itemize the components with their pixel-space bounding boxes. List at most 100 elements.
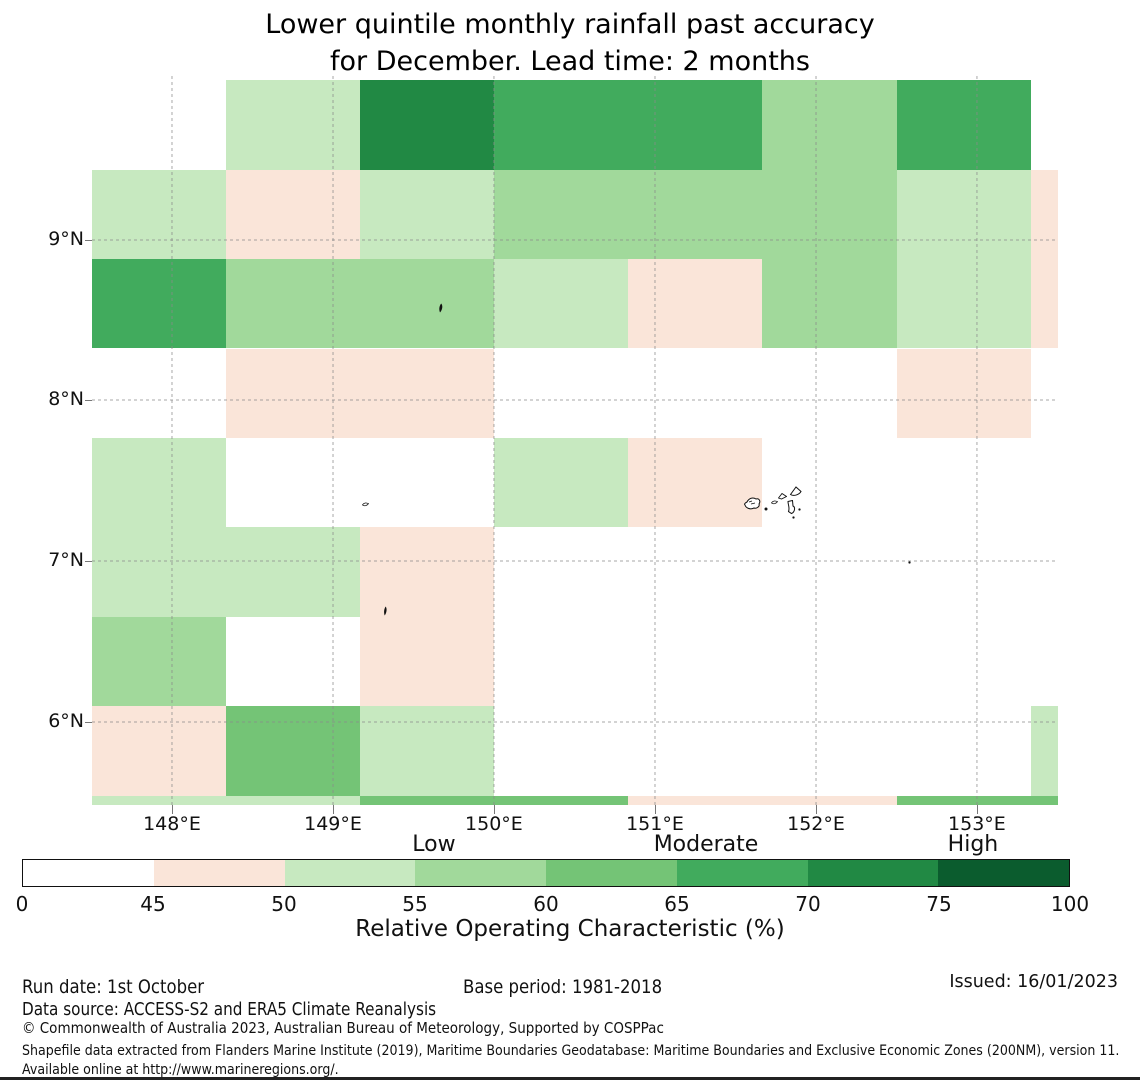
colorbar-bin-70-75: [807, 860, 939, 886]
x-axis-tick-label: 153°E: [948, 813, 1006, 835]
island-icon: [908, 561, 911, 564]
map-cell-r0c1: [225, 80, 360, 170]
map-cell-r0c6: [896, 80, 1031, 170]
colorbar-tick-label: 0: [15, 892, 29, 916]
colorbar-bin-0-45: [23, 860, 154, 886]
x-axis-tick-label: 150°E: [465, 813, 523, 835]
map-cell-r2c5: [762, 258, 897, 349]
map-cell-r8c0: [92, 795, 226, 805]
island-icon: [771, 500, 778, 505]
colorbar-tick-label: 60: [533, 892, 559, 916]
x-axis-tick-label: 149°E: [304, 813, 362, 835]
map-cell-r3c5: [762, 348, 897, 439]
map-cell-r0c0: [92, 80, 226, 170]
map-cell-r6c7: [1030, 616, 1058, 707]
run-date-text: Run date: 1st October: [22, 976, 205, 998]
y-axis-tick-label: 9°N: [48, 228, 84, 251]
colorbar-axis-label: Relative Operating Characteristic (%): [355, 916, 785, 942]
map-cell-r2c2: [359, 258, 494, 349]
map-cell-r5c6: [896, 527, 1031, 617]
map-plot-area: [92, 76, 1058, 805]
map-cell-r1c5: [762, 169, 897, 259]
map-cell-r5c3: [493, 527, 629, 617]
map-cell-r8c2: [359, 795, 494, 805]
map-cell-r3c7: [1030, 348, 1058, 439]
map-cell-r2c4: [628, 258, 763, 349]
island-icon: [798, 508, 801, 511]
chart-title: Lower quintile monthly rainfall past acc…: [0, 6, 1140, 80]
map-cell-r1c1: [225, 169, 360, 259]
y-axis-tick-label: 7°N: [48, 549, 84, 571]
colorbar-tick-label: 70: [795, 892, 821, 916]
map-cell-r4c1: [225, 438, 360, 528]
y-axis-tickmark: [85, 561, 92, 562]
map-cell-r8c3: [493, 795, 629, 805]
map-cell-r7c3: [493, 706, 629, 796]
map-cell-r5c5: [762, 527, 897, 617]
island-icon: [743, 496, 763, 513]
x-axis-tickmark: [816, 805, 818, 814]
map-cell-r6c3: [493, 616, 629, 707]
y-axis-tickmark: [85, 240, 92, 242]
map-cell-r7c5: [762, 706, 897, 796]
map-cell-r2c7: [1030, 258, 1058, 349]
colorbar-bin-65-70: [676, 860, 808, 886]
y-axis-tick-label: 8°N: [48, 387, 84, 410]
island-icon: [789, 486, 802, 497]
map-cell-r1c6: [896, 169, 1031, 259]
colorbar-tick-label: 75: [926, 892, 952, 916]
x-axis-tickmark: [493, 805, 495, 814]
map-cell-r4c0: [92, 438, 226, 528]
title-line-2: for December. Lead time: 2 months: [330, 46, 810, 77]
map-cell-r7c0: [92, 706, 226, 796]
colorbar-tick-label: 100: [1050, 892, 1090, 916]
map-cell-r0c3: [493, 80, 629, 170]
map-cell-r1c7: [1030, 169, 1058, 259]
map-cell-r8c4: [628, 795, 763, 805]
map-cell-r8c6: [896, 795, 1031, 805]
map-cell-r2c6: [896, 258, 1031, 349]
x-axis-tickmark: [333, 805, 335, 814]
issued-date-text: Issued: 16/01/2023: [949, 972, 1118, 992]
map-cell-r1c2: [359, 169, 494, 259]
title-line-1: Lower quintile monthly rainfall past acc…: [265, 9, 875, 40]
map-cell-r8c5: [762, 795, 897, 805]
map-cell-r5c2: [359, 527, 494, 617]
base-period-text: Base period: 1981-2018: [463, 976, 663, 998]
map-cell-r0c2: [359, 80, 494, 170]
colorbar-tick-label: 55: [402, 892, 428, 916]
map-cell-r0c4: [628, 80, 763, 170]
map-cell-r3c3: [493, 348, 629, 439]
colorbar-bin-50-55: [284, 860, 416, 886]
island-icon: [383, 606, 388, 616]
bottom-divider: [0, 1077, 1140, 1080]
map-cell-r1c0: [92, 169, 226, 259]
colorbar-range-label-low: Low: [412, 832, 456, 857]
colorbar: [22, 859, 1070, 887]
map-cell-r8c1: [225, 795, 360, 805]
island-icon: [764, 507, 768, 511]
map-cell-r1c4: [628, 169, 763, 259]
map-cell-r5c0: [92, 527, 226, 617]
map-cell-r5c7: [1030, 527, 1058, 617]
map-cell-r8c7: [1030, 795, 1058, 805]
map-cell-r3c6: [896, 348, 1031, 439]
map-cell-r2c3: [493, 258, 629, 349]
map-cell-r6c6: [896, 616, 1031, 707]
map-cell-r3c4: [628, 348, 763, 439]
map-cell-r6c0: [92, 616, 226, 707]
map-cell-r4c2: [359, 438, 494, 528]
map-cell-r4c5: [762, 438, 897, 528]
colorbar-tick-label: 50: [271, 892, 297, 916]
map-cell-r7c4: [628, 706, 763, 796]
map-cell-r3c0: [92, 348, 226, 439]
map-cell-r7c6: [896, 706, 1031, 796]
colorbar-bin-60-65: [546, 860, 677, 886]
x-axis-tick-label: 152°E: [787, 813, 845, 835]
island-icon: [792, 516, 795, 519]
map-cell-r7c7: [1030, 706, 1058, 796]
colorbar-tick-label: 65: [664, 892, 690, 916]
x-axis-tick-label: 148°E: [143, 813, 201, 835]
map-cell-r5c1: [225, 527, 360, 617]
colorbar-range-label-moderate: Moderate: [653, 832, 759, 857]
